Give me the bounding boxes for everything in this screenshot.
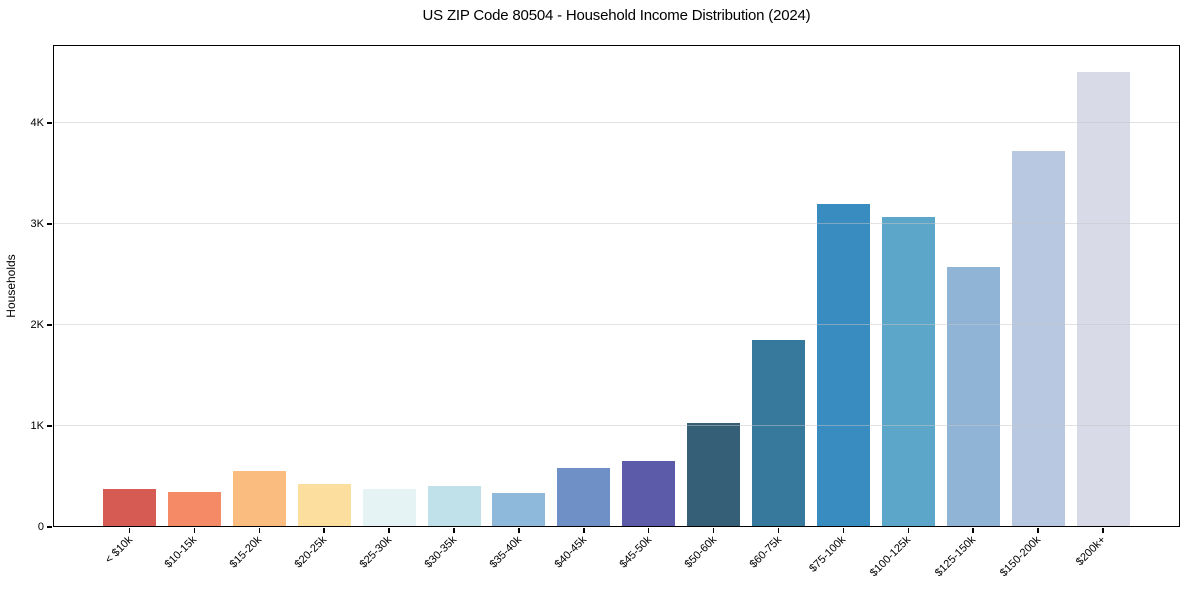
bar-$10-15k: [167, 492, 221, 527]
y-tick-label: 0: [37, 521, 44, 533]
x-tick: [647, 528, 650, 533]
y-tick-label: 2K: [30, 318, 44, 331]
bar-$125-150k: [946, 267, 1000, 527]
x-tick: [258, 528, 261, 533]
gridline-1K: [53, 425, 1180, 426]
x-tick: [453, 528, 455, 533]
gridline-2K: [53, 324, 1180, 325]
y-tick: [47, 223, 52, 225]
bar-$75-100k: [816, 204, 870, 527]
bar-$15-20k: [232, 471, 286, 527]
x-tick: [777, 528, 780, 533]
x-tick: [907, 528, 910, 533]
bar-$60-75k: [752, 339, 805, 527]
y-tick-label: 4K: [30, 116, 44, 129]
plot-area: [53, 45, 1180, 527]
gridline-4K: [53, 122, 1180, 123]
x-tick: [1102, 528, 1104, 533]
x-tick: [128, 528, 131, 533]
y-tick: [47, 324, 52, 326]
y-tick-label: 3K: [30, 217, 44, 230]
bar-$25-30k: [362, 489, 416, 527]
bar-$200k+: [1076, 71, 1130, 527]
bar-$20-25k: [297, 483, 351, 527]
x-tick: [712, 528, 715, 533]
x-tick: [583, 528, 585, 533]
x-tick: [972, 528, 974, 533]
bar-$50-60k: [687, 423, 741, 527]
bar-$40-45k: [557, 467, 611, 527]
y-tick: [47, 425, 52, 427]
x-tick: [1037, 528, 1039, 533]
x-tick: [518, 528, 520, 533]
bar-$45-50k: [622, 460, 676, 527]
y-tick: [47, 122, 52, 124]
y-tick-label: 1K: [30, 419, 44, 432]
chart-title: US ZIP Code 80504 - Household Income Dis…: [422, 7, 811, 24]
x-tick: [388, 528, 390, 533]
bar-$35-40k: [492, 493, 546, 527]
x-tick: [842, 528, 845, 533]
bar-$150-200k: [1011, 150, 1065, 527]
bar-< $10k: [103, 488, 156, 527]
bar-$100-125k: [881, 217, 935, 527]
y-tick: [47, 526, 52, 528]
x-tick: [323, 528, 325, 533]
x-tick: [193, 528, 196, 533]
gridline-3K: [53, 223, 1180, 224]
bar-$30-35k: [427, 486, 481, 527]
